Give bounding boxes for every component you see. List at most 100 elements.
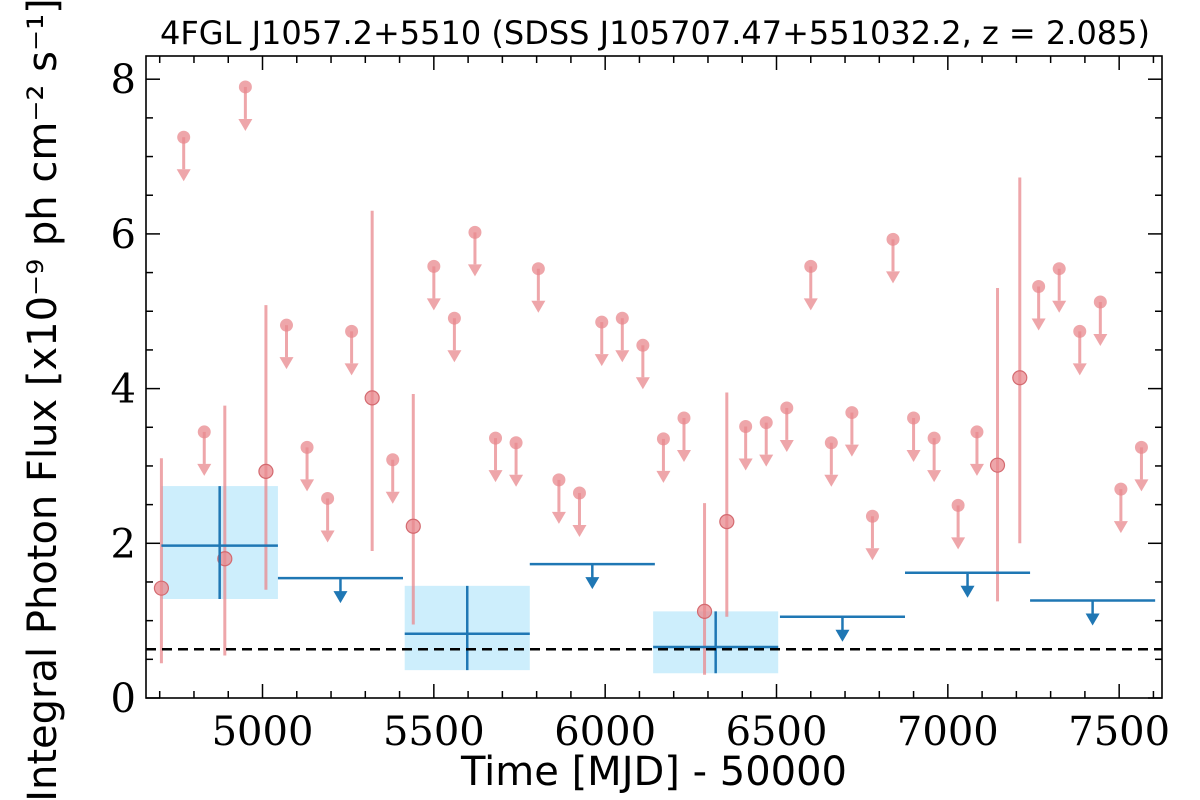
- short-bin-ul-marker-5: [321, 491, 335, 505]
- short-bin-ul-arrow-16: [594, 354, 609, 367]
- short-bin-ul-marker-37: [1114, 482, 1128, 496]
- short-bin-ul-marker-20: [677, 411, 691, 425]
- short-bin-ul-arrow-23: [779, 439, 794, 452]
- short-bin-ul-arrow-4: [300, 479, 315, 492]
- short-bin-ul-marker-9: [447, 311, 461, 325]
- short-bin-ul-arrow-0: [176, 169, 191, 182]
- short-bin-ul-marker-3: [279, 318, 293, 332]
- short-bin-ul-marker-7: [386, 453, 400, 467]
- short-bin-ul-arrow-14: [551, 511, 566, 524]
- short-bin-ul-arrow-36: [1093, 333, 1108, 346]
- short-bin-ul-marker-8: [427, 259, 441, 273]
- short-bin-ul-arrow-25: [824, 474, 839, 487]
- short-bin-ul-marker-17: [615, 311, 629, 325]
- short-bin-ul-marker-12: [509, 436, 523, 450]
- short-bin-ul-marker-36: [1093, 295, 1107, 309]
- short-bin-ul-marker-15: [572, 486, 586, 500]
- short-bin-ul-marker-33: [1032, 280, 1046, 294]
- short-bin-ul-arrow-20: [676, 449, 691, 462]
- long-bin-ul-arrow-4: [1085, 613, 1100, 626]
- short-bin-ul-marker-29: [907, 411, 921, 425]
- short-bin-ul-marker-34: [1052, 262, 1066, 276]
- short-bin-ul-arrow-6: [344, 363, 359, 376]
- short-bin-ul-arrow-2: [238, 118, 253, 131]
- short-bin-ul-marker-30: [927, 431, 941, 445]
- short-bin-ul-arrow-8: [426, 298, 441, 311]
- short-bin-point-8: [1012, 370, 1028, 386]
- short-bin-ul-arrow-37: [1113, 521, 1128, 534]
- short-bin-ul-arrow-35: [1072, 363, 1087, 376]
- short-bin-ul-marker-11: [489, 431, 503, 445]
- short-bin-ul-marker-35: [1073, 324, 1087, 338]
- x-tick-label: 6000: [554, 709, 656, 755]
- short-bin-ul-arrow-33: [1031, 318, 1046, 331]
- short-bin-ul-marker-31: [951, 498, 965, 512]
- short-bin-point-6: [719, 514, 735, 530]
- short-bin-ul-marker-24: [804, 259, 818, 273]
- y-tick-label: 6: [111, 212, 136, 258]
- short-bin-ul-arrow-12: [509, 474, 524, 487]
- short-bin-ul-arrow-28: [886, 271, 901, 284]
- long-bin-ul-arrow-3: [960, 585, 975, 598]
- y-tick-label: 4: [111, 367, 136, 413]
- short-bin-ul-marker-13: [531, 262, 545, 276]
- short-bin-ul-marker-16: [595, 315, 609, 329]
- y-tick-label: 2: [111, 521, 136, 567]
- short-bin-ul-arrow-1: [197, 463, 212, 476]
- short-bin-ul-arrow-18: [635, 377, 650, 390]
- short-bin-point-7: [989, 457, 1006, 473]
- short-bin-ul-arrow-30: [927, 470, 942, 483]
- long-bin-ul-arrow-1: [585, 577, 600, 590]
- short-bin-ul-arrow-3: [279, 357, 294, 370]
- short-bin-ul-arrow-27: [865, 548, 880, 561]
- short-bin-ul-arrow-10: [467, 264, 482, 277]
- y-tick-label: 0: [111, 676, 136, 722]
- short-bin-ul-marker-6: [345, 324, 359, 338]
- y-axis-label: Integral Photon Flux [x10⁻⁹ ph cm⁻² s⁻¹]: [20, 0, 66, 800]
- short-bin-ul-marker-1: [197, 425, 211, 439]
- short-bin-ul-arrow-38: [1134, 479, 1149, 492]
- x-axis-label: Time [MJD] - 50000: [460, 749, 847, 795]
- short-bin-ul-arrow-15: [572, 525, 587, 538]
- short-bin-ul-marker-32: [970, 425, 984, 439]
- short-bin-ul-arrow-21: [738, 458, 753, 471]
- long-bin-ul-arrow-2: [835, 629, 850, 642]
- short-bin-ul-marker-19: [656, 432, 670, 446]
- short-bin-ul-arrow-9: [447, 350, 462, 363]
- short-bin-ul-arrow-31: [951, 537, 966, 550]
- short-bin-ul-arrow-17: [615, 350, 630, 363]
- x-tick-label: 7500: [1068, 709, 1170, 755]
- short-bin-ul-arrow-34: [1052, 300, 1067, 313]
- plot-area: 5000 5500 6000 6500 7000 7500 0 2 4 6 8: [111, 55, 1170, 755]
- short-bin-ul-marker-25: [824, 436, 838, 450]
- short-bin-ul-arrow-29: [906, 449, 921, 462]
- y-tick-label: 8: [111, 57, 136, 103]
- short-bin-ul-arrow-19: [656, 470, 671, 483]
- short-bin-ul-arrow-22: [759, 454, 774, 467]
- short-bin-ul-arrow-5: [320, 530, 335, 543]
- short-bin-ul-marker-28: [886, 232, 900, 246]
- short-bin-point-0: [153, 580, 170, 596]
- short-bin-ul-marker-2: [238, 80, 252, 94]
- short-bin-ul-arrow-32: [969, 463, 984, 476]
- short-bin-ul-marker-26: [845, 406, 859, 420]
- x-tick-label: 7000: [897, 709, 999, 755]
- short-bin-point-5: [696, 603, 713, 619]
- short-bin-ul-marker-22: [759, 416, 773, 430]
- short-bin-ul-arrow-26: [844, 444, 859, 457]
- short-bin-ul-arrow-13: [531, 300, 546, 313]
- long-bin-ul-arrow-0: [333, 591, 348, 604]
- short-bin-ul-marker-0: [177, 130, 191, 144]
- x-tick-label: 5500: [383, 709, 485, 755]
- short-bin-ul-marker-4: [300, 440, 314, 454]
- short-bin-ul-marker-27: [865, 509, 879, 523]
- short-bin-ul-marker-18: [636, 338, 650, 352]
- short-bin-ul-marker-38: [1134, 440, 1148, 454]
- short-bin-point-1: [217, 551, 233, 567]
- short-bin-ul-arrow-11: [488, 470, 503, 483]
- short-bin-ul-marker-23: [780, 401, 794, 415]
- short-bin-ul-arrow-7: [385, 491, 400, 504]
- short-bin-ul-marker-10: [468, 225, 482, 239]
- short-bin-ul-marker-21: [739, 420, 753, 434]
